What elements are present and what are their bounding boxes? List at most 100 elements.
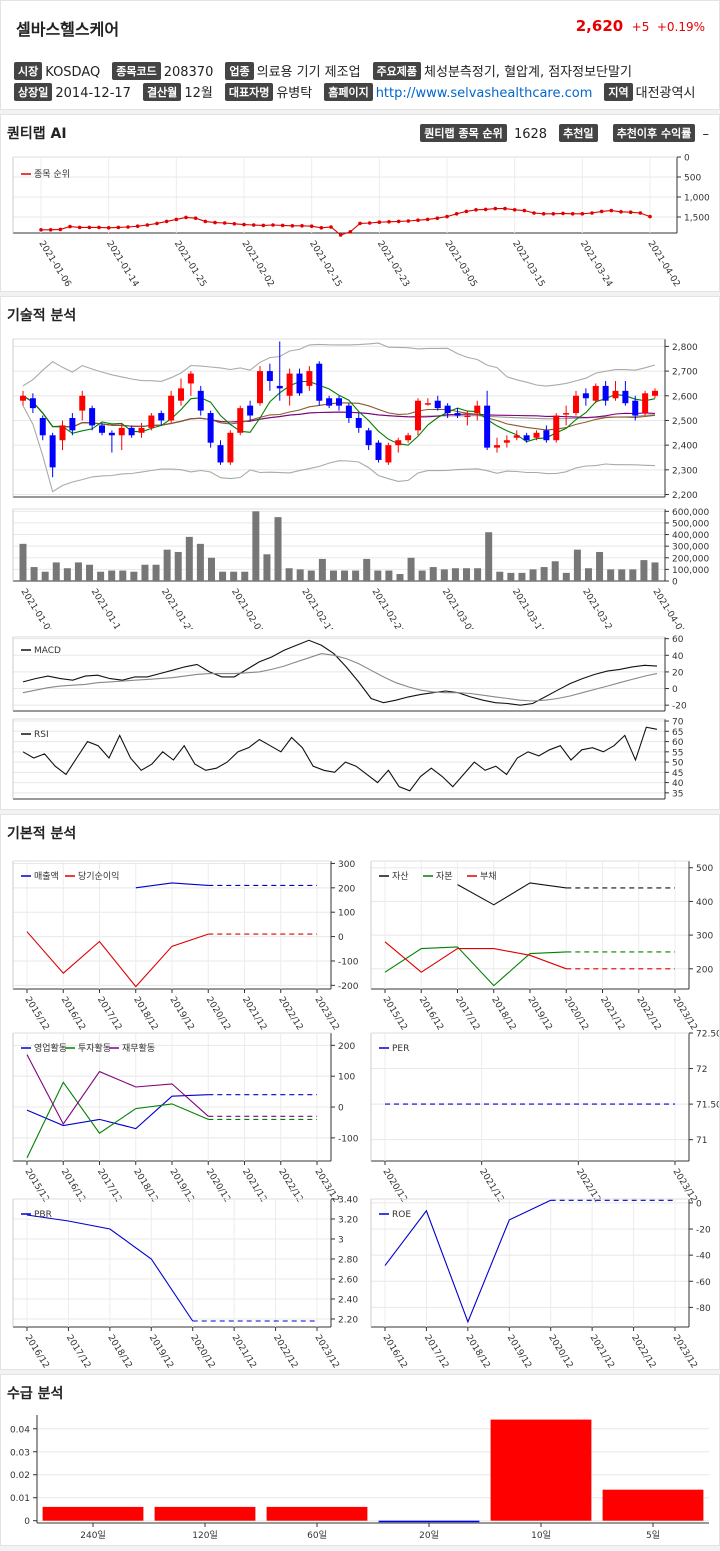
candle-body	[276, 385, 283, 389]
candle-body	[582, 393, 589, 399]
series-line	[26, 931, 209, 988]
volume-bar	[485, 532, 493, 581]
candle-body	[138, 427, 145, 433]
x-tick-label: 2020/12	[204, 995, 232, 1031]
candle-body	[99, 425, 105, 433]
volume-bar	[63, 568, 71, 581]
legend-label: 재무활동	[122, 1042, 155, 1054]
candle-body	[573, 395, 579, 414]
y-tick-label: 35	[672, 789, 683, 799]
x-tick-label: 2017/12	[422, 1333, 450, 1369]
series-line	[384, 1199, 551, 1324]
y-tick-label: 3.40	[338, 1196, 358, 1206]
stock-name: 셀바스헬스케어	[16, 20, 120, 39]
legend-label: 부채	[480, 871, 497, 882]
macd-line	[22, 639, 658, 706]
legend-label: ROE	[392, 1210, 411, 1220]
series-line	[26, 1094, 209, 1130]
volume-bar	[230, 571, 238, 581]
x-tick-label: 2023/12	[312, 995, 340, 1031]
rank-point	[280, 223, 285, 228]
legend-label: MACD	[34, 646, 61, 656]
candle-body	[424, 403, 431, 405]
x-tick-label: 2021/12	[598, 995, 626, 1031]
volume-bar	[463, 568, 471, 581]
rank-point	[493, 206, 498, 211]
price-change: +5	[631, 20, 650, 34]
volume-bar	[163, 549, 171, 581]
x-tick-label: 2017/12	[453, 995, 481, 1031]
series-line	[384, 941, 567, 973]
candlestick-chart: 2,200 2,300 2,400 2,500 2,600 2,700 2,800	[12, 338, 698, 501]
info-label: 주요제품	[372, 62, 422, 80]
x-tick-label: 20일	[419, 1530, 439, 1541]
candle-body	[247, 405, 254, 416]
y-tick-label: 100	[338, 1073, 355, 1083]
volume-bar	[651, 562, 659, 581]
rank-value: 1628	[513, 127, 548, 142]
volume-bar	[584, 568, 592, 581]
volume-bar	[52, 562, 60, 581]
y-tick-label: 0	[672, 578, 678, 588]
info-label: 결산월	[142, 83, 182, 101]
volume-bar	[207, 557, 215, 581]
x-tick-label: 2022/12	[271, 1333, 299, 1369]
y-tick-label: 600,000	[672, 508, 709, 518]
info-value: 의료용 기기 제조업	[256, 65, 361, 80]
x-tick-label: 2020/12	[188, 1333, 216, 1369]
rank-line	[41, 208, 651, 236]
x-tick-label: 2021-01-25	[159, 587, 195, 629]
volume-bar	[562, 572, 570, 581]
rank-point	[609, 208, 614, 213]
rank-point	[300, 224, 304, 228]
rank-point	[251, 223, 256, 227]
x-tick-label: 240일	[80, 1530, 105, 1541]
rec-date-label: 추천일	[559, 124, 598, 142]
info-label: 업종	[225, 62, 254, 80]
rank-point	[561, 211, 565, 216]
homepage-link[interactable]: http://www.selvashealthcare.com	[375, 86, 593, 101]
y-tick-label: 200	[696, 965, 713, 975]
price-change-pct: +0.19%	[656, 20, 705, 34]
volume-bar	[174, 551, 182, 581]
y-tick-label: 40	[672, 652, 684, 662]
volume-bar	[496, 571, 504, 581]
y-tick-label: -80	[696, 1304, 711, 1314]
rank-point	[116, 225, 121, 230]
rank-point	[503, 206, 507, 211]
supply-chart: 0 0.01 0.02 0.03 0.04 240일 120일 60일 20일 10일 5일	[10, 1415, 709, 1541]
x-tick-label: 10일	[531, 1530, 551, 1541]
price-block: 2,620 +5 +0.19%	[576, 17, 705, 35]
x-tick-label: 2020/12	[546, 1333, 574, 1369]
candle-body	[296, 373, 303, 394]
supply-card: 수급 분석 0 0.01 0.02 0.03 0.04 240일 120일 60일 20일 10일…	[0, 1374, 720, 1546]
rank-point	[222, 221, 227, 225]
volume-bar	[241, 571, 249, 581]
volume-bar	[618, 569, 626, 581]
y-tick-label: 100	[338, 909, 355, 919]
bollinger-upper	[22, 342, 656, 387]
rank-point	[126, 225, 130, 229]
rank-point	[454, 212, 459, 216]
candle-body	[355, 418, 362, 428]
rec-return-label: 추천이후 수익률	[612, 124, 696, 142]
info-value: KOSDAQ	[45, 65, 101, 80]
legend-label: 종목 순위	[34, 169, 70, 180]
candle-body	[612, 390, 619, 399]
info-value: 대전광역시	[635, 86, 696, 101]
y-tick-label: 200	[338, 1042, 355, 1052]
candle-body	[434, 400, 441, 409]
candle-body	[128, 427, 135, 436]
info-label: 대표자명	[224, 83, 274, 101]
info-value: 208370	[163, 65, 214, 80]
rank-point	[541, 212, 546, 216]
y-tick-label: 45	[672, 769, 683, 779]
candle-body	[266, 371, 273, 381]
x-tick-label: 2021-03-24	[578, 239, 614, 289]
supply-bar	[42, 1506, 144, 1521]
candle-body	[415, 400, 421, 431]
candle-body	[29, 398, 36, 409]
candle-body	[602, 385, 609, 401]
x-tick-label: 60일	[307, 1530, 327, 1541]
